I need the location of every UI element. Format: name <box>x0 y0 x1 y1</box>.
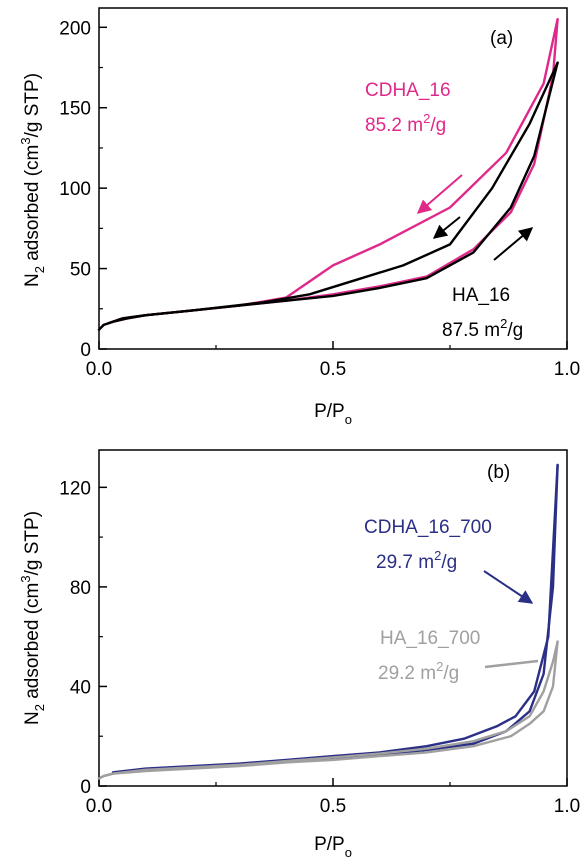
annotation-ha16-name: HA_16 <box>452 285 510 306</box>
panel-b: 0.0 0.5 1.0 0 40 80 120 (b) N2 adsorbed (cm3/g… <box>18 449 580 860</box>
y-tick-label-b-3: 120 <box>59 478 91 499</box>
annotation-cdha16-area: 85.2 m2/g <box>365 111 446 136</box>
axis-ticks-a: 0.0 0.5 1.0 0 50 100 150 200 <box>59 18 580 380</box>
pointer-ha16700 <box>484 659 539 669</box>
annotation-ha16-area: 87.5 m2/g <box>442 316 523 341</box>
x-tick-label-b-0: 0.0 <box>86 796 112 817</box>
y-tick-label-a-1: 50 <box>70 260 91 281</box>
arrow-desorption-cdha16 <box>416 174 463 214</box>
panel-a: 0.0 0.5 1.0 0 50 100 150 200 (a) N2 adsorbed (c… <box>18 7 580 427</box>
annotation-ha16700-name: HA_16_700 <box>380 628 480 649</box>
y-axis-title-a: N2 adsorbed (cm3/g STP) <box>18 73 47 287</box>
x-tick-label-b-1: 0.5 <box>320 796 346 817</box>
y-tick-label-b-1: 40 <box>70 677 91 698</box>
series-layer-a <box>97 18 559 331</box>
panel-label-a: (a) <box>490 28 513 49</box>
x-axis-title-a: P/Po <box>314 401 352 427</box>
series-a-0-adsorption-line <box>97 18 559 331</box>
annotation-ha16700-area: 29.2 m2/g <box>378 659 459 684</box>
y-tick-label-a-2: 100 <box>59 179 91 200</box>
series-a-0-desorption-line <box>107 18 559 325</box>
annotation-cdha16700-area: 29.7 m2/g <box>376 548 457 573</box>
annotation-cdha16700-name: CDHA_16_700 <box>364 517 492 538</box>
arrow-desorption-ha16 <box>432 216 461 239</box>
arrow-adsorption-ha16 <box>493 227 534 261</box>
y-tick-label-a-0: 0 <box>80 340 91 361</box>
series-a-1-desorption-line <box>107 61 559 325</box>
y-tick-label-b-2: 80 <box>70 578 91 599</box>
y-tick-label-a-4: 200 <box>59 18 91 39</box>
series-b-0-adsorption-line <box>97 463 559 780</box>
series-b-1-desorption-line <box>111 640 559 775</box>
axis-ticks-b: 0.0 0.5 1.0 0 40 80 120 <box>59 478 580 817</box>
x-tick-label-a-2: 1.0 <box>554 359 580 380</box>
series-b-0-desorption-line <box>111 463 559 774</box>
annotation-cdha16-name: CDHA_16 <box>365 80 451 101</box>
panel-label-b: (b) <box>487 462 510 483</box>
y-axis-title-b: N2 adsorbed (cm3/g STP) <box>18 511 47 725</box>
y-tick-label-a-3: 150 <box>59 99 91 120</box>
y-tick-label-b-0: 0 <box>80 777 91 798</box>
x-axis-title-b: P/Po <box>314 834 352 860</box>
x-tick-label-a-0: 0.0 <box>86 359 112 380</box>
x-tick-label-a-1: 0.5 <box>320 359 346 380</box>
series-layer-b <box>97 463 559 780</box>
x-tick-label-b-2: 1.0 <box>554 796 580 817</box>
arrow-cdha16700 <box>483 570 534 604</box>
